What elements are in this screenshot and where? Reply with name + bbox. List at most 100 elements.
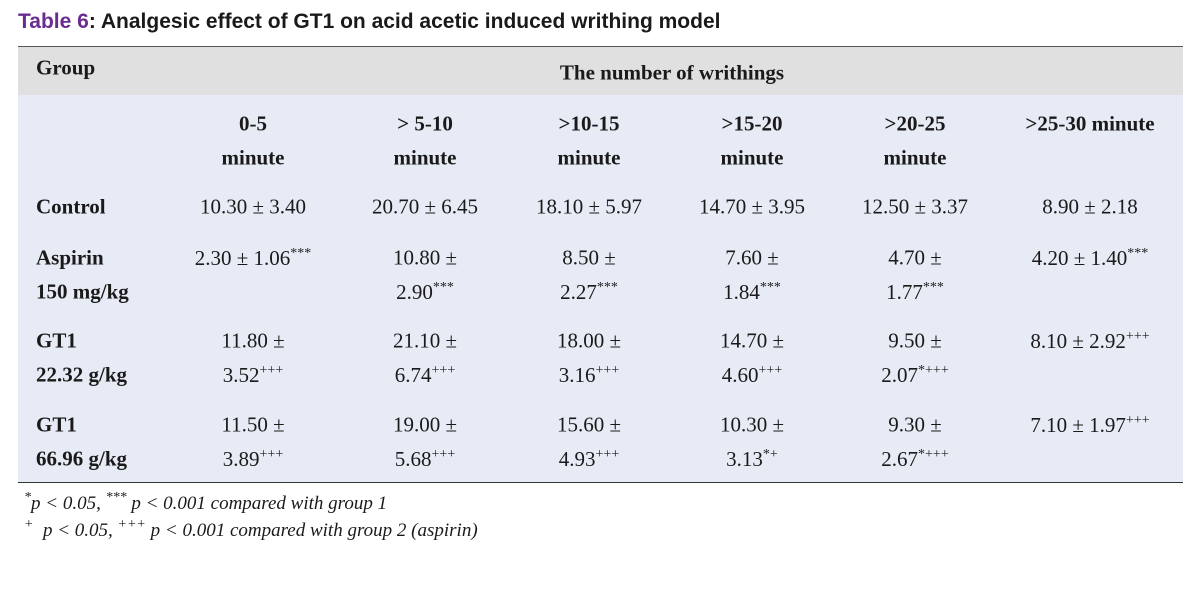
column-header: minute xyxy=(720,145,784,170)
group-name: Aspirin xyxy=(36,245,104,270)
cell-text: 11.80 ± xyxy=(221,328,285,353)
footnote: *p < 0.05, *** p < 0.001 compared with g… xyxy=(24,490,387,515)
cell: 10.80 ± xyxy=(392,245,458,270)
cell: 4.20 ± 1.40*** xyxy=(1032,247,1149,269)
cell-text: 7.10 ± 1.97 xyxy=(1030,413,1126,437)
cell-text: 3.52 xyxy=(222,363,260,387)
column-header: >15-20 xyxy=(721,111,783,136)
cell: 1.77*** xyxy=(886,281,944,303)
cell-sup: +++ xyxy=(259,363,284,378)
cell-sup: *** xyxy=(290,246,312,261)
footnote-sup: + xyxy=(24,517,34,532)
cell-text: 15.60 ± xyxy=(556,412,622,437)
cell-text: 11.50 ± xyxy=(221,412,285,437)
cell: 3.16+++ xyxy=(559,364,619,386)
cell-sup: *** xyxy=(432,280,454,295)
cell-sup: *** xyxy=(759,280,781,295)
group-name: 66.96 g/kg xyxy=(36,446,128,471)
footnote-text: p < 0.05, xyxy=(33,520,118,541)
cell-sup: +++ xyxy=(1125,329,1150,344)
cell: 18.00 ± xyxy=(557,330,621,352)
footnote-sup: +++ xyxy=(117,517,146,532)
column-header: minute xyxy=(883,145,947,170)
group-name: 150 mg/kg xyxy=(36,279,129,304)
cell-sup: +++ xyxy=(595,363,620,378)
group-name: Control xyxy=(36,194,106,219)
cell-text: 14.70 ± xyxy=(719,328,785,353)
cell-sup: +++ xyxy=(259,447,284,462)
cell-text: 4.70 ± xyxy=(888,245,942,270)
cell-text: 14.70 ± 3.95 xyxy=(698,194,806,219)
cell: 2.27*** xyxy=(560,281,618,303)
cell: 10.30 ± xyxy=(719,412,785,437)
column-header: > 5-10 xyxy=(397,111,453,136)
caption-label: Table 6 xyxy=(18,10,89,33)
cell-text: 8.90 ± 2.18 xyxy=(1042,194,1138,219)
cell: 12.50 ± 3.37 xyxy=(862,196,968,218)
cell: 3.13*+ xyxy=(726,448,778,470)
cell-text: 21.10 ± xyxy=(392,328,458,353)
cell-text: 1.77 xyxy=(886,280,923,304)
cell: 9.50 ± xyxy=(888,328,942,353)
cell-text: 9.30 ± xyxy=(888,412,942,437)
column-header: 0-5 xyxy=(239,111,267,136)
span-header: The number of writhings xyxy=(559,60,785,85)
cell: 6.74+++ xyxy=(395,364,455,386)
footnote: + p < 0.05, +++ p < 0.001 compared with … xyxy=(24,517,478,542)
cell-text: 9.50 ± xyxy=(888,328,942,353)
cell-text: 6.74 xyxy=(394,363,432,387)
cell-text: 3.16 xyxy=(558,363,596,387)
cell-sup: *** xyxy=(922,280,944,295)
cell: 7.10 ± 1.97+++ xyxy=(1030,414,1149,436)
cell: 3.89+++ xyxy=(223,448,283,470)
cell: 19.00 ± xyxy=(393,414,457,436)
footnote-sup: *** xyxy=(105,490,127,505)
cell: 2.30 ± 1.06*** xyxy=(195,247,312,269)
cell-text: 10.30 ± 3.40 xyxy=(199,194,307,219)
cell: 11.80 ± xyxy=(221,328,285,353)
cell-text: 2.30 ± 1.06 xyxy=(194,246,291,270)
cell: 15.60 ± xyxy=(556,412,622,437)
cell: 14.70 ± xyxy=(719,328,785,353)
cell: 10.30 ± 3.40 xyxy=(199,194,307,219)
cell: 1.84*** xyxy=(723,281,781,303)
cell: 5.68+++ xyxy=(395,448,455,470)
cell-text: 7.60 ± xyxy=(725,245,779,270)
cell-sup: *+ xyxy=(762,447,778,462)
cell-text: 1.84 xyxy=(723,280,760,304)
column-header: >10-15 xyxy=(558,111,620,136)
group-name: 22.32 g/kg xyxy=(36,362,128,387)
cell: 8.90 ± 2.18 xyxy=(1042,194,1138,219)
column-header: >20-25 xyxy=(884,111,946,136)
group-name: GT1 xyxy=(36,412,77,437)
cell-text: 18.10 ± 5.97 xyxy=(535,194,643,219)
cell: 4.93+++ xyxy=(559,448,619,470)
cell-text: 10.80 ± xyxy=(392,245,458,270)
column-header: minute xyxy=(221,145,285,170)
cell: 3.52+++ xyxy=(223,364,283,386)
group-header: Group xyxy=(36,55,96,80)
cell-text: 8.10 ± 2.92 xyxy=(1030,329,1126,353)
cell: 11.50 ± xyxy=(221,412,285,437)
column-header: minute xyxy=(557,145,621,170)
cell-sup: +++ xyxy=(758,363,783,378)
cell: 4.60+++ xyxy=(722,364,782,386)
cell-text: 8.50 ± xyxy=(562,245,616,270)
cell-text: 4.60 xyxy=(721,363,759,387)
footnote-text: p < 0.05, xyxy=(31,493,106,514)
cell-sup: *** xyxy=(596,280,618,295)
cell: 21.10 ± xyxy=(392,328,458,353)
cell: 8.10 ± 2.92+++ xyxy=(1030,330,1149,352)
caption-text: : Analgesic effect of GT1 on acid acetic… xyxy=(88,10,721,33)
column-header: minute xyxy=(393,145,457,170)
cell-text: 5.68 xyxy=(394,447,432,471)
cell-sup: +++ xyxy=(431,447,456,462)
cell-sup: +++ xyxy=(1125,413,1150,428)
cell: 9.30 ± xyxy=(888,412,942,437)
cell: 2.07*+++ xyxy=(881,364,948,386)
cell: 14.70 ± 3.95 xyxy=(698,194,806,219)
footnote-text: p < 0.001 compared with group 1 xyxy=(126,493,388,514)
cell-text: 10.30 ± xyxy=(719,412,785,437)
cell-text: 3.13 xyxy=(726,447,763,471)
